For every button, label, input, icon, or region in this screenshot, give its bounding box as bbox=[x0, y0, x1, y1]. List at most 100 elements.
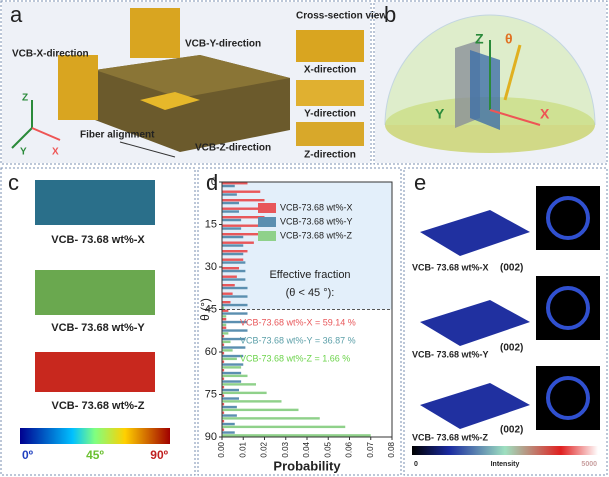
render-y bbox=[35, 270, 155, 315]
chart: 0 15 30 45 60 75 900.00 0.01 0.02 0.03 0.04 0.05 0.0… bbox=[198, 176, 396, 474]
bar bbox=[222, 199, 265, 202]
axis-x bbox=[489, 109, 541, 126]
block-top bbox=[95, 55, 290, 98]
fraction: VCB-73.68 wt%-Y = 36.87 % bbox=[240, 335, 356, 345]
bar bbox=[222, 380, 242, 383]
panel-label: b bbox=[384, 2, 396, 27]
peak-label: (002) bbox=[500, 343, 523, 354]
sample-label: VCB- 73.68 wt%-X bbox=[412, 262, 489, 272]
y-tick-label: 0 bbox=[211, 176, 217, 188]
frame-a bbox=[0, 0, 372, 165]
ring bbox=[546, 196, 590, 240]
bar bbox=[222, 227, 242, 230]
y-sample bbox=[130, 8, 180, 58]
bar bbox=[222, 357, 237, 361]
colorbar-label: 0º bbox=[22, 448, 34, 462]
y-tick-label: 75 bbox=[205, 388, 217, 400]
bar bbox=[222, 374, 248, 378]
x-tick-label: 0.00 bbox=[217, 441, 226, 457]
bar bbox=[222, 301, 231, 304]
bar bbox=[222, 391, 267, 395]
frame-c bbox=[0, 167, 196, 476]
bar bbox=[222, 425, 346, 429]
xrd bbox=[536, 186, 600, 250]
fiber bbox=[503, 44, 522, 101]
ring bbox=[546, 286, 590, 330]
bar bbox=[222, 346, 246, 349]
panel-label: d bbox=[206, 170, 218, 195]
xrd bbox=[536, 276, 600, 340]
bar bbox=[222, 360, 225, 363]
label: VCB-X-direction bbox=[12, 49, 89, 60]
bar bbox=[222, 216, 265, 219]
bar bbox=[222, 383, 256, 386]
bar bbox=[222, 332, 229, 335]
label: X-direction bbox=[304, 65, 356, 76]
cs-z bbox=[296, 122, 364, 146]
bar bbox=[222, 354, 244, 358]
bar bbox=[222, 403, 225, 406]
bar bbox=[222, 218, 242, 222]
bar bbox=[222, 420, 225, 423]
bar bbox=[222, 340, 231, 344]
x-tick-label: 0.04 bbox=[302, 441, 311, 457]
x-tick-label: 0.06 bbox=[345, 441, 354, 457]
y-tick-label: 90 bbox=[205, 431, 217, 443]
bar bbox=[222, 269, 246, 273]
render-x bbox=[35, 180, 155, 225]
xrd bbox=[536, 366, 600, 430]
bar bbox=[222, 417, 320, 420]
sample-label: VCB- 73.68 wt%-Y bbox=[51, 322, 145, 334]
x-axis-title: Probability bbox=[273, 458, 341, 473]
axis-x bbox=[31, 127, 61, 141]
bar bbox=[222, 377, 225, 380]
bar bbox=[222, 428, 225, 431]
angle-label: θ bbox=[505, 31, 513, 47]
legend-label: VCB-73.68 wt%-Y bbox=[280, 216, 353, 226]
bar bbox=[222, 414, 237, 417]
bar bbox=[222, 303, 248, 307]
bar bbox=[222, 343, 225, 346]
bar bbox=[222, 267, 239, 270]
y-axis-title: θ (°) bbox=[198, 298, 212, 321]
legend-swatch bbox=[258, 217, 276, 227]
bar bbox=[222, 252, 244, 256]
legend-swatch bbox=[258, 231, 276, 241]
x-tick-label: 0.03 bbox=[281, 441, 290, 457]
bar bbox=[222, 312, 248, 315]
bar bbox=[222, 233, 259, 236]
bar bbox=[222, 244, 244, 247]
bar bbox=[222, 320, 248, 324]
bar bbox=[222, 371, 242, 375]
annotation: Effective fraction bbox=[269, 269, 350, 281]
bar bbox=[222, 235, 244, 239]
sample-label: VCB- 73.68 wt%-X bbox=[51, 234, 145, 246]
ring bbox=[546, 376, 590, 420]
label: Fiber alignment bbox=[80, 130, 155, 141]
colorbar-label: 90º bbox=[150, 448, 168, 462]
z-sample bbox=[140, 92, 200, 110]
surface bbox=[420, 383, 530, 429]
colorbar-label: 5000 bbox=[581, 461, 597, 468]
y-tick-label: 15 bbox=[205, 218, 217, 230]
bar bbox=[222, 201, 239, 205]
bar bbox=[222, 224, 263, 227]
x-tick-label: 0.07 bbox=[366, 441, 375, 457]
bar bbox=[222, 258, 244, 261]
bar bbox=[222, 337, 246, 341]
bar bbox=[222, 284, 235, 287]
legend-swatch bbox=[258, 203, 276, 213]
frame-b bbox=[373, 0, 608, 165]
bar bbox=[222, 326, 227, 329]
y-tick-label: 30 bbox=[205, 261, 217, 273]
axis-label: Y bbox=[20, 147, 27, 158]
axis-label: X bbox=[540, 106, 550, 122]
bar bbox=[222, 286, 248, 290]
bar bbox=[222, 397, 239, 400]
bar bbox=[222, 182, 248, 185]
fraction: VCB-73.68 wt%-X = 59.14 % bbox=[240, 317, 356, 327]
bar bbox=[222, 207, 267, 210]
bar bbox=[222, 349, 233, 352]
legend-label: VCB-73.68 wt%-X bbox=[280, 202, 353, 212]
